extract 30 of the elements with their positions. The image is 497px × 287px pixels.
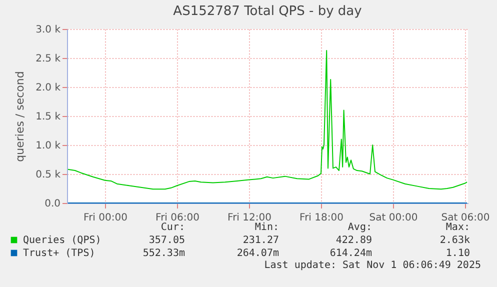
text: 422.89 <box>336 235 372 246</box>
x-tick-label: Fri 00:00 <box>84 212 128 224</box>
x-tick-label: Fri 18:00 <box>300 212 344 224</box>
y-axis-title: queries / second <box>14 71 27 162</box>
y-tick-label: 0.0 <box>44 198 60 210</box>
text: 552.33m <box>142 248 185 259</box>
text: 2.63k <box>440 235 470 246</box>
text: 264.07m <box>236 248 279 259</box>
x-tick-label: Sat 06:00 <box>441 212 490 224</box>
text: Avg: <box>348 222 372 233</box>
y-tick-label: 1.5 k <box>36 112 61 122</box>
x-tick-label: Fri 12:00 <box>228 212 272 224</box>
legend-label: Queries (QPS) <box>23 235 102 246</box>
y-tick-label: 0.5 k <box>36 170 61 180</box>
chart-title: AS152787 Total QPS - by day <box>173 4 362 19</box>
y-tick-label: 3.0 k <box>36 24 61 36</box>
text: 231.27 <box>242 235 279 246</box>
x-tick-label: Sat 00:00 <box>369 212 418 224</box>
text: 614.24m <box>330 248 372 259</box>
y-tick-label: 2.5 k <box>36 54 61 64</box>
text: Last update: Sat Nov 1 06:06:49 2025 <box>264 260 481 271</box>
x-tick-label: Fri 06:00 <box>156 212 200 224</box>
y-tick-label: 1.0 k <box>36 140 61 152</box>
text: Min: <box>254 222 279 233</box>
legend-label: Trust+ (TPS) <box>23 248 96 259</box>
text: 357.05 <box>148 235 185 246</box>
text: 1.10 <box>446 248 470 259</box>
y-tick-label: 2.0 k <box>36 82 61 94</box>
text: Cur: <box>160 222 185 233</box>
text: Max: <box>446 222 470 233</box>
